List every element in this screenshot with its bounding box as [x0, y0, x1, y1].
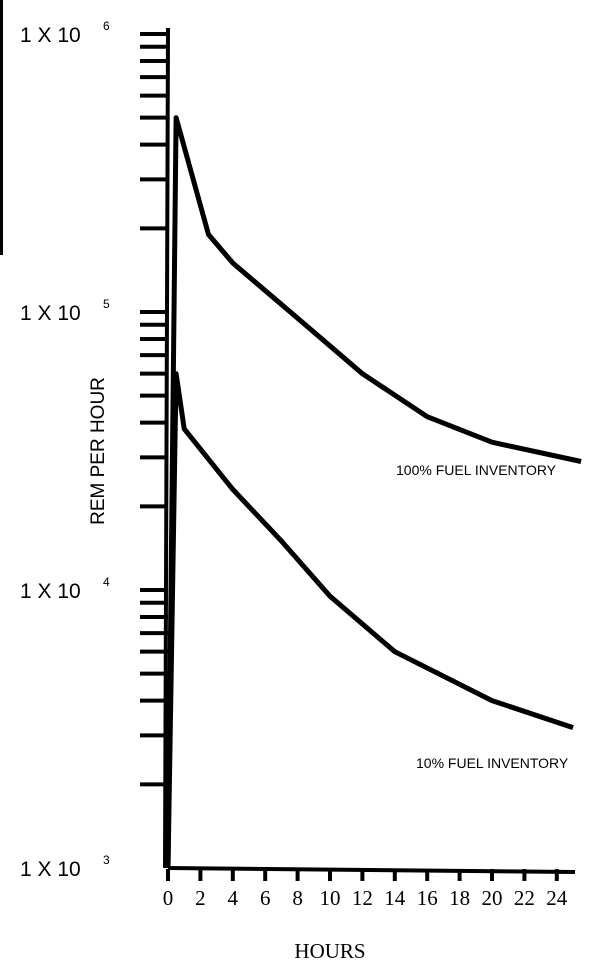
series-label-10: 10% FUEL INVENTORY [416, 755, 569, 771]
y-tick-exponent: 5 [103, 297, 110, 311]
y-axis [163, 27, 170, 869]
left-edge-bar [0, 0, 3, 255]
x-tick-label: 18 [449, 886, 470, 910]
x-tick-label: 20 [482, 886, 503, 910]
x-tick-label: 4 [228, 886, 239, 910]
x-tick-label: 12 [352, 886, 373, 910]
series-line-100 [165, 115, 582, 869]
y-axis-label: REM PER HOUR [88, 377, 109, 525]
x-tick-label: 16 [417, 886, 438, 910]
x-tick-labels: 0 2 4 6 8 10 12 14 16 18 20 22 24 [163, 886, 568, 910]
x-tick-label: 6 [260, 886, 271, 910]
x-tick-label: 2 [195, 886, 206, 910]
x-tick-label: 10 [320, 886, 341, 910]
x-tick-label: 14 [384, 886, 406, 910]
series-line-10 [165, 371, 574, 869]
y-tick-exponent: 3 [103, 853, 110, 867]
series-label-100: 100% FUEL INVENTORY [396, 462, 557, 478]
x-tick-label: 0 [163, 886, 174, 910]
x-axis [167, 866, 576, 874]
x-tick-label: 22 [514, 886, 535, 910]
y-tick-label: 1 X 10 [20, 580, 81, 603]
y-tick-label: 1 X 10 [20, 858, 81, 881]
y-tick-label: 1 X 10 [20, 302, 81, 325]
y-tick-exponent: 6 [103, 19, 110, 33]
x-ticks [166, 869, 559, 881]
y-ticks [140, 32, 168, 787]
y-tick-exponent: 4 [103, 575, 110, 589]
y-tick-label: 1 X 10 [20, 24, 81, 47]
series-lines [165, 115, 582, 869]
x-axis-label: HOURS [294, 939, 365, 963]
x-tick-label: 24 [546, 886, 568, 910]
y-tick-labels: 1 X 10 3 1 X 10 4 1 X 10 5 1 X 10 6 [20, 19, 110, 881]
x-tick-label: 8 [292, 886, 303, 910]
